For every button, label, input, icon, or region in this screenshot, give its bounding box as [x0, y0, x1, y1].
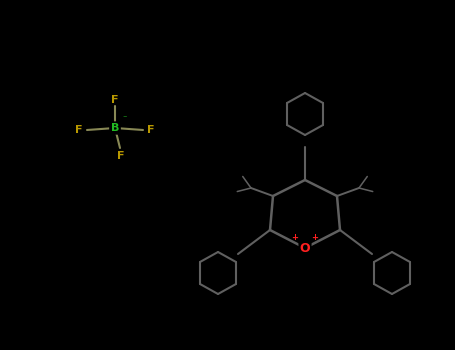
Text: F: F [75, 125, 83, 135]
Text: F: F [111, 95, 119, 105]
Text: O: O [300, 241, 310, 254]
Text: F: F [147, 125, 155, 135]
Text: B: B [111, 123, 119, 133]
Text: +: + [312, 233, 318, 243]
Text: F: F [117, 151, 125, 161]
Text: +: + [292, 233, 298, 243]
Text: ⁻: ⁻ [123, 113, 127, 122]
